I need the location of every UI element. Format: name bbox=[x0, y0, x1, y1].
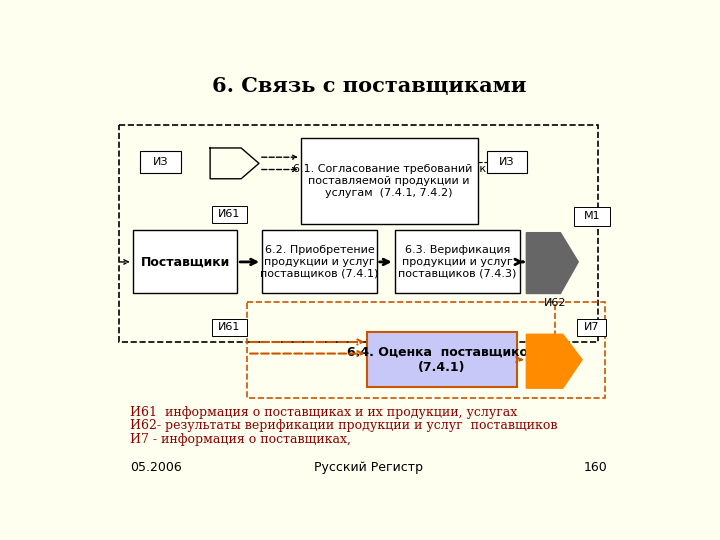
Bar bbox=[301, 138, 477, 224]
Bar bbox=[577, 319, 606, 336]
Polygon shape bbox=[526, 233, 578, 294]
Text: 6.2. Приобретение
продукции и услуг
поставщиков (7.4.1): 6.2. Приобретение продукции и услуг пост… bbox=[260, 245, 379, 279]
Text: Русский Регистр: Русский Регистр bbox=[315, 461, 423, 474]
Text: ИЗ: ИЗ bbox=[499, 157, 515, 167]
Text: И62: И62 bbox=[544, 299, 566, 308]
Bar bbox=[487, 151, 527, 173]
Text: И61: И61 bbox=[218, 209, 240, 219]
Bar bbox=[262, 231, 377, 294]
Bar bbox=[367, 332, 517, 387]
Text: 05.2006: 05.2006 bbox=[130, 461, 182, 474]
Polygon shape bbox=[526, 334, 582, 388]
Text: И61  информация о поставщиках и их продукции, услугах: И61 информация о поставщиках и их продук… bbox=[130, 406, 518, 420]
Bar bbox=[132, 231, 238, 294]
Text: 6.1. Согласование требований  к
поставляемой продукции и
услугам  (7.4.1, 7.4.2): 6.1. Согласование требований к поставляе… bbox=[292, 165, 486, 198]
Text: Поставщики: Поставщики bbox=[140, 255, 230, 268]
Bar bbox=[120, 125, 598, 342]
Text: 6. Связь с поставщиками: 6. Связь с поставщиками bbox=[212, 76, 526, 96]
Text: 6.3. Верификация
продукции и услуг
поставщиков (7.4.3): 6.3. Верификация продукции и услуг поста… bbox=[398, 245, 516, 279]
Text: И62- результаты верификации продукции и услуг  поставщиков: И62- результаты верификации продукции и … bbox=[130, 420, 558, 433]
Bar bbox=[212, 319, 246, 336]
Bar bbox=[140, 151, 181, 173]
Bar bbox=[248, 302, 606, 398]
Bar bbox=[575, 207, 610, 226]
Text: И7: И7 bbox=[584, 322, 599, 332]
Text: М1: М1 bbox=[584, 212, 600, 221]
Text: 6.4. Оценка  поставщиков
(7.4.1): 6.4. Оценка поставщиков (7.4.1) bbox=[348, 346, 536, 374]
Text: И7 - информация о поставщиках,: И7 - информация о поставщиках, bbox=[130, 433, 351, 446]
Text: И61: И61 bbox=[218, 322, 240, 332]
Text: 160: 160 bbox=[584, 461, 608, 474]
Text: ИЗ: ИЗ bbox=[153, 157, 168, 167]
Bar bbox=[212, 206, 246, 222]
Bar bbox=[395, 231, 520, 294]
